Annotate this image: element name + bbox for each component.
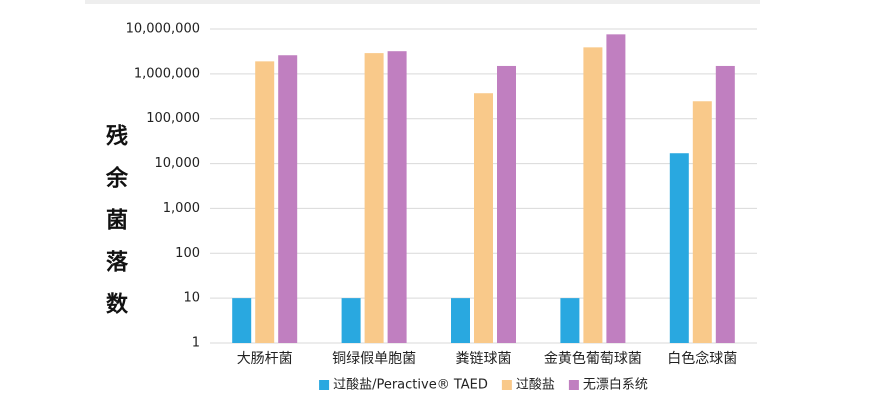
y-tick-label: 100	[175, 246, 200, 261]
y-tick-label: 10,000,000	[126, 22, 200, 37]
x-tick-label: 粪链球菌	[456, 351, 512, 367]
y-tick-label: 10	[183, 291, 200, 306]
bar	[364, 53, 384, 343]
y-tick-label: 1	[192, 336, 200, 351]
legend-label: 过酸盐/Peractive® TAED	[333, 378, 488, 393]
bar	[497, 65, 516, 343]
bar	[451, 298, 470, 343]
y-tick-label: 100,000	[146, 111, 200, 126]
bar	[715, 65, 735, 343]
y-tick-label: 1,000,000	[134, 66, 200, 81]
bar	[583, 47, 603, 343]
y-tick-label: 10,000	[155, 156, 201, 171]
x-tick-label: 铜绿假单胞菌	[332, 351, 416, 367]
bar	[278, 55, 298, 344]
bar	[606, 34, 626, 343]
x-tick-label: 金黄色葡萄球菌	[544, 350, 642, 367]
y-axis-label: 残余菌落数	[102, 124, 127, 334]
legend-swatch	[319, 380, 330, 390]
x-tick-label: 大肠杆菌	[237, 351, 293, 367]
bar	[232, 298, 252, 343]
bar	[669, 153, 689, 343]
bar	[255, 61, 275, 343]
top-band	[85, 0, 760, 4]
legend-label: 过酸盐	[516, 378, 555, 393]
legend-label: 无漂白系统	[583, 377, 648, 393]
x-tick-label: 白色念球菌	[667, 350, 737, 367]
bar	[387, 51, 407, 343]
bar	[341, 298, 361, 343]
bar	[692, 101, 712, 343]
bar	[560, 298, 580, 343]
bar	[474, 93, 493, 343]
legend-swatch	[501, 380, 512, 390]
y-tick-label: 1,000	[163, 201, 200, 216]
legend-swatch	[568, 380, 579, 390]
